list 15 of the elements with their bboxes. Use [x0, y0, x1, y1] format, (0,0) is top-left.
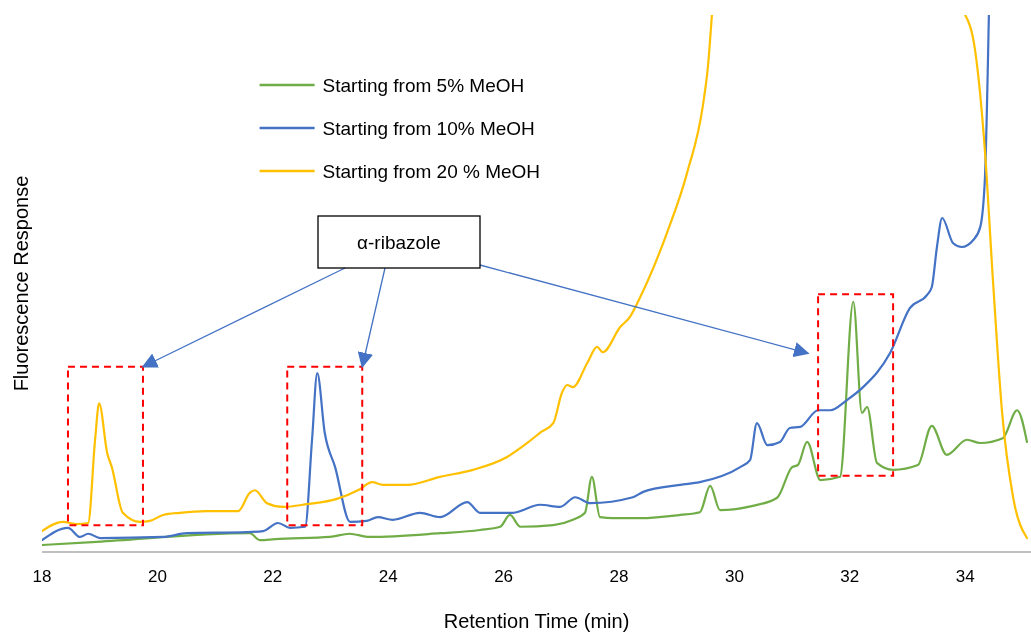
x-tick-label: 28 — [609, 567, 629, 586]
x-tick-label: 30 — [724, 567, 744, 586]
legend-label: Starting from 5% MeOH — [322, 75, 525, 96]
legend-label: Starting from 20 % MeOH — [322, 161, 541, 182]
x-tick-label: 34 — [955, 567, 975, 586]
x-tick-label: 22 — [263, 567, 283, 586]
legend-label: Starting from 10% MeOH — [322, 118, 535, 139]
annotation: α-ribazole — [357, 232, 441, 253]
y-axis-title: Fluorescence Response — [10, 175, 32, 392]
x-tick-label: 18 — [32, 567, 52, 586]
x-tick-label: 20 — [147, 567, 167, 586]
x-tick-label: 26 — [494, 567, 514, 586]
x-tick-label: 32 — [840, 567, 860, 586]
x-tick-label: 24 — [378, 567, 398, 586]
x-axis-title: Retention Time (min) — [443, 610, 630, 632]
